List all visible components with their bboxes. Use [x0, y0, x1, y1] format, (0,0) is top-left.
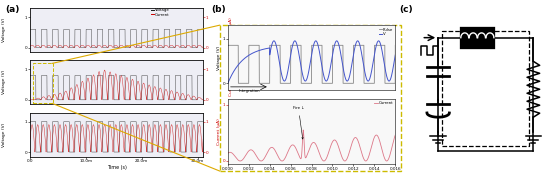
Text: (c): (c) [399, 5, 413, 14]
Current [392, 134, 399, 136]
Current [306, 148, 312, 150]
Y-axis label: Current (μA): Current (μA) [229, 17, 233, 44]
Legend: Current: Current [374, 101, 393, 106]
Current [301, 154, 308, 156]
Text: Fire ↓: Fire ↓ [293, 106, 304, 139]
Y-axis label: Voltage (V): Voltage (V) [2, 122, 6, 147]
Pulse [356, 44, 363, 46]
Y-axis label: Current (μA): Current (μA) [217, 118, 221, 145]
V [233, 66, 240, 68]
Current [387, 152, 394, 154]
Current [233, 157, 240, 159]
Y-axis label: Current (μA): Current (μA) [229, 121, 233, 148]
Bar [442, 31, 529, 146]
Bar [33, 63, 53, 104]
V [312, 40, 319, 42]
Pulse [387, 82, 394, 84]
Y-axis label: Voltage (V): Voltage (V) [2, 70, 6, 94]
V [356, 44, 363, 46]
Line: V: V [228, 41, 395, 83]
Legend: Pulse, V: Pulse, V [378, 27, 393, 36]
Text: Integration: Integration [238, 89, 260, 93]
X-axis label: Time (s): Time (s) [107, 165, 127, 170]
V [387, 78, 394, 80]
Current [225, 152, 231, 154]
V [225, 82, 231, 84]
Y-axis label: Voltage (V): Voltage (V) [2, 18, 6, 42]
Pulse [233, 44, 240, 46]
Bar [461, 28, 494, 48]
Legend: Voltage, Current: Voltage, Current [150, 8, 170, 17]
Pulse [392, 44, 399, 46]
Current [356, 145, 363, 148]
Text: (b): (b) [211, 5, 226, 14]
Line: Pulse: Pulse [228, 45, 395, 83]
Line: Current: Current [228, 130, 395, 161]
Current [341, 160, 348, 162]
V [301, 80, 308, 82]
Pulse [301, 82, 308, 84]
V [392, 54, 399, 56]
Y-axis label: Voltage (V): Voltage (V) [217, 46, 221, 70]
Y-axis label: Current (μA): Current (μA) [229, 69, 233, 96]
Pulse [387, 82, 394, 84]
V [306, 68, 312, 70]
Current [387, 152, 394, 154]
Text: (a): (a) [5, 5, 20, 14]
Pulse [306, 82, 312, 84]
Pulse [235, 82, 242, 84]
Current [300, 129, 306, 131]
V [387, 78, 394, 80]
Pulse [225, 44, 231, 46]
